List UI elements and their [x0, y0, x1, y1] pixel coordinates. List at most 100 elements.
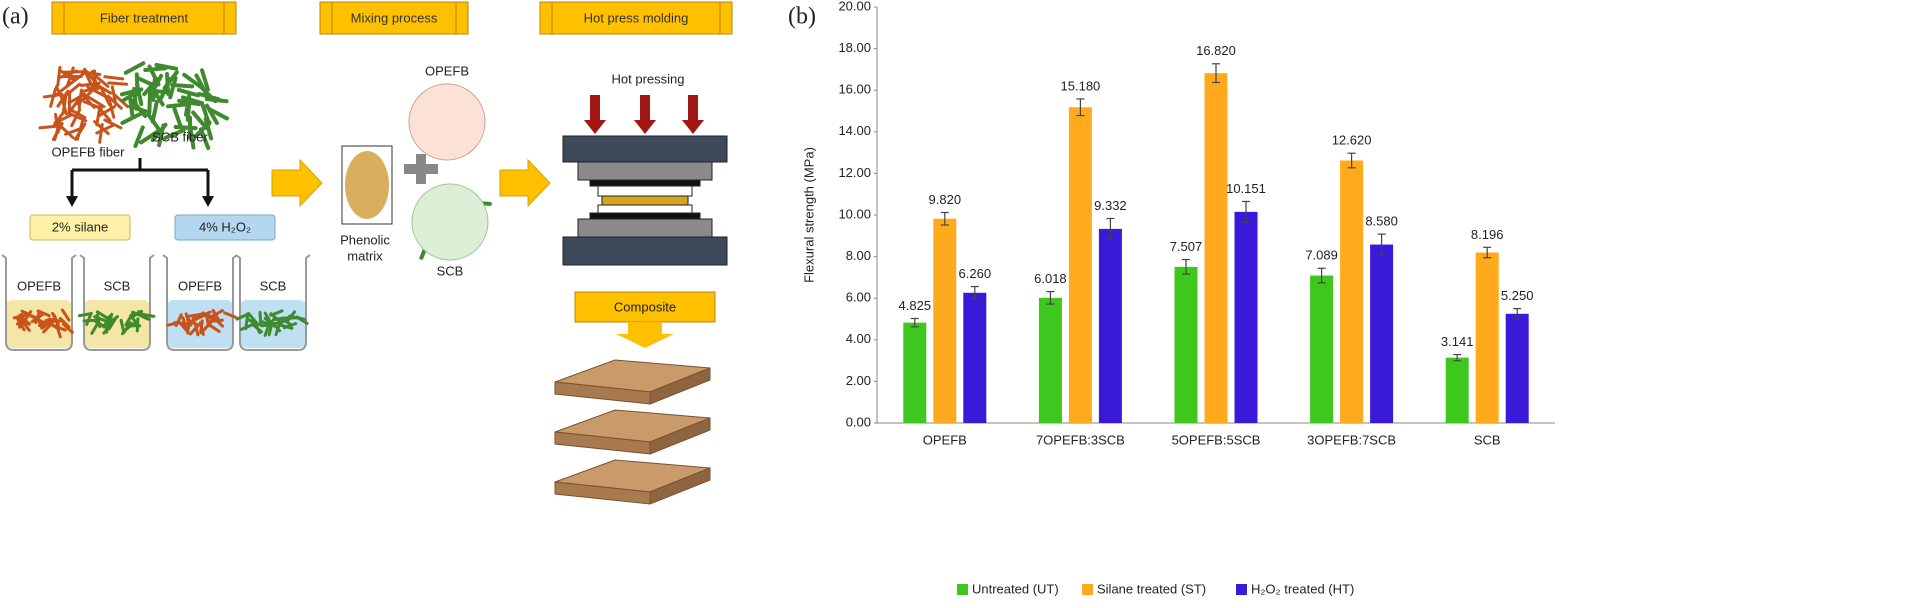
- legend-swatch: [1236, 584, 1247, 595]
- bar: [963, 292, 987, 423]
- fiber: [274, 321, 282, 337]
- bar: [1475, 252, 1499, 423]
- fiber: [128, 104, 152, 115]
- fiber: [278, 314, 292, 326]
- data-label: 3.141: [1441, 334, 1474, 349]
- fiber: [223, 311, 238, 319]
- x-tick-label: SCB: [1474, 432, 1501, 447]
- bar: [1445, 357, 1469, 423]
- step-box: [539, 1, 733, 35]
- fiber: [207, 323, 221, 333]
- fiber: [80, 92, 96, 109]
- fiber: [212, 316, 225, 328]
- y-tick-label: 12.00: [838, 165, 871, 180]
- fiber: [147, 89, 153, 114]
- fiber: [151, 77, 157, 102]
- fiber: [38, 124, 60, 130]
- y-tick-label: 8.00: [846, 248, 871, 263]
- fiber: [64, 82, 82, 98]
- y-tick-label: 18.00: [838, 40, 871, 55]
- fiber: [87, 95, 106, 109]
- fiber-circle: [408, 83, 486, 161]
- fiber: [146, 112, 163, 134]
- matrix-label: Phenolic: [340, 232, 390, 247]
- product-box: [574, 291, 716, 323]
- fiber: [60, 308, 71, 322]
- beaker-label: OPEFB: [17, 278, 61, 293]
- legend-swatch: [957, 584, 968, 595]
- composite-slabs: [554, 359, 711, 505]
- fiber: [168, 76, 178, 100]
- y-axis-title: Flexural strength (MPa): [801, 147, 816, 283]
- fiber: [165, 71, 171, 96]
- fiber: [97, 105, 116, 118]
- fiber: [188, 323, 200, 336]
- fiber: [22, 310, 33, 324]
- slab-side: [649, 367, 711, 405]
- press-arrows: [584, 95, 704, 134]
- fiber: [82, 318, 98, 323]
- fiber: [73, 122, 87, 141]
- fiber: [95, 310, 110, 320]
- beaker-label: SCB: [260, 278, 287, 293]
- bar: [1340, 160, 1364, 423]
- fiber: [67, 96, 82, 114]
- phenolic-powder: [345, 151, 389, 219]
- fiber: [180, 95, 205, 106]
- fiber: [53, 83, 71, 98]
- data-label: 8.580: [1365, 214, 1398, 229]
- y-tick-label: 10.00: [838, 206, 871, 221]
- step-label: Mixing process: [351, 10, 438, 25]
- fiber: [200, 68, 210, 92]
- fiber: [199, 85, 218, 104]
- bar: [1310, 275, 1334, 423]
- data-label: 9.820: [929, 192, 962, 207]
- fiber: [58, 316, 71, 329]
- fiber: [188, 125, 196, 150]
- fiber: [103, 118, 123, 130]
- bar: [1174, 266, 1198, 423]
- fiber: [99, 87, 112, 107]
- bar: [1038, 297, 1062, 423]
- mix-label: OPEFB: [425, 63, 469, 78]
- fiber: [20, 309, 35, 319]
- fiber: [163, 128, 186, 140]
- fiber: [263, 322, 271, 337]
- x-tick-label: 3OPEFB:7SCB: [1307, 432, 1396, 447]
- fiber: [64, 126, 85, 136]
- process-diagram: (a) Fiber treatment Mixing process Hot p…: [1, 1, 733, 505]
- fiber: [239, 323, 254, 331]
- fiber: [147, 64, 161, 87]
- chart: (b) Flexural strength (MPa) 0.00 2.00 4.00…: [788, 0, 1555, 596]
- panel-label: (a): [2, 4, 29, 30]
- data-label: 16.820: [1196, 43, 1236, 58]
- fiber: [58, 123, 75, 140]
- fiber: [137, 311, 151, 321]
- mix-label: SCB: [437, 263, 464, 278]
- fiber: [49, 87, 57, 108]
- fiber: [173, 321, 189, 326]
- flow-arrow: [499, 158, 551, 208]
- fiber: [82, 68, 94, 88]
- data-label: 5.250: [1501, 288, 1534, 303]
- y-tick-label: 0.00: [846, 414, 871, 429]
- y-tick-label: 4.00: [846, 331, 871, 346]
- matrix-label: matrix: [347, 248, 383, 263]
- fiber: [103, 75, 125, 81]
- fiber: [210, 309, 224, 319]
- fiber: [41, 319, 56, 328]
- fiber: [122, 321, 133, 335]
- fiber: [60, 95, 68, 116]
- fiber: [211, 310, 222, 324]
- legend-label: H₂O₂ treated (HT): [1251, 581, 1354, 596]
- fiber: [139, 129, 160, 145]
- step-box: [319, 1, 469, 35]
- y-tick-label: 16.00: [838, 82, 871, 97]
- fiber: [16, 317, 26, 332]
- press: [562, 135, 728, 266]
- fiber: [177, 98, 201, 107]
- data-label: 7.089: [1305, 248, 1338, 263]
- beaker: [79, 254, 155, 351]
- fiber: [269, 312, 282, 324]
